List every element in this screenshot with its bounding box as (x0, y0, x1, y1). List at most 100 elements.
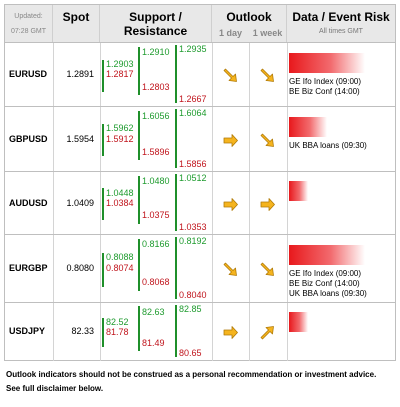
support-3: 1.5856 (179, 159, 207, 169)
disclaimer-line-1: Outlook indicators should not be constru… (6, 370, 377, 379)
disclaimer-line-2: See full disclaimer below. (6, 384, 104, 393)
spot-value: 0.8080 (66, 263, 94, 273)
support-2: 1.0375 (142, 210, 170, 221)
outlook-header-label: Outlook (226, 10, 272, 24)
spot-value: 82.33 (71, 326, 94, 336)
level-bar-1 (102, 123, 104, 157)
spot-value: 1.2891 (66, 69, 94, 79)
level-bar-2 (138, 239, 140, 291)
column-divider (287, 303, 288, 361)
support-1: 1.0384 (106, 197, 134, 208)
table-row: EURGBP 0.8080 0.8088 0.8074 0.8166 0.8068 0.81… (5, 235, 395, 303)
level-bar-1 (102, 318, 104, 348)
level-bar-3 (175, 237, 177, 299)
support-1: 0.8074 (106, 262, 134, 273)
level-bar-3 (175, 109, 177, 168)
table-row: GBPUSD 1.5954 1.5962 1.5912 1.6056 1.5896 1.60… (5, 107, 395, 172)
table-row: AUDUSD 1.0409 1.0448 1.0384 1.0480 1.0375 1.05… (5, 172, 395, 235)
support-3: 0.8040 (179, 290, 207, 300)
outlook-1week-label: 1 week (252, 28, 283, 38)
column-divider (287, 235, 288, 302)
level-bar-3 (175, 174, 177, 231)
updated-time: 07:28 GMT (10, 28, 46, 35)
times-note: All times GMT (319, 28, 363, 35)
down-right-arrow-icon (260, 133, 275, 148)
event-risk-bar (289, 245, 365, 266)
fx-outlook-table: Updated: 07:28 GMT Spot Support / Resist… (4, 4, 396, 361)
event-item: BE Biz Conf (14:00) (289, 279, 360, 288)
column-divider (53, 172, 54, 234)
event-risk-header: Data / Event Risk All times GMT (287, 5, 395, 42)
level-bar-2 (138, 110, 140, 161)
table-row: EURUSD 1.2891 1.2903 1.2817 1.2910 1.2803 1.29… (5, 43, 395, 107)
event-risk-bar (289, 311, 308, 332)
level-bar-3 (175, 305, 177, 357)
event-risk-bar (289, 52, 365, 73)
support-1: 1.5912 (106, 133, 134, 144)
right-arrow-icon (260, 197, 275, 212)
event-risk-bar (289, 116, 327, 137)
resistance-3: 1.2935 (179, 44, 207, 54)
support-2: 1.5896 (142, 146, 170, 157)
resistance-3: 82.85 (179, 304, 202, 314)
spot-header: Spot (53, 5, 100, 42)
symbol-label: AUDUSD (9, 197, 48, 208)
spot-header-label: Spot (62, 10, 90, 24)
resistance-3: 1.6064 (179, 108, 207, 118)
right-arrow-icon (223, 133, 238, 148)
column-divider (249, 303, 250, 361)
column-divider (100, 235, 101, 302)
updated-label: Updated: (14, 13, 43, 20)
resistance-1: 1.2903 (106, 58, 134, 69)
resistance-1: 1.5962 (106, 123, 134, 134)
column-divider (212, 235, 213, 302)
column-divider (249, 235, 250, 302)
column-divider (100, 172, 101, 234)
resistance-2: 82.63 (142, 306, 165, 317)
down-right-arrow-icon (260, 68, 275, 83)
column-divider (100, 303, 101, 361)
column-divider (287, 43, 288, 106)
support-2: 0.8068 (142, 276, 170, 287)
symbol-label: EURGBP (9, 263, 48, 273)
level-bar-2 (138, 175, 140, 224)
outlook-1day-label: 1 day (218, 28, 242, 38)
resistance-3: 0.8192 (179, 236, 207, 246)
resistance-2: 1.0480 (142, 176, 170, 187)
support-1: 1.2817 (106, 69, 134, 80)
column-divider (100, 107, 101, 171)
column-divider (249, 172, 250, 234)
symbol-label: USDJPY (9, 326, 46, 336)
spot-value: 1.0409 (66, 197, 94, 208)
column-divider (287, 107, 288, 171)
updated-header: Updated: 07:28 GMT (5, 5, 53, 42)
support-2: 1.2803 (142, 81, 170, 92)
level-bar-2 (138, 46, 140, 96)
support-resistance-header: Support / Resistance (100, 5, 212, 42)
column-divider (100, 43, 101, 106)
level-bar-1 (102, 188, 104, 220)
down-right-arrow-icon (223, 262, 238, 277)
event-item: BE Biz Conf (14:00) (289, 86, 360, 96)
resistance-2: 1.2910 (142, 47, 170, 58)
down-right-arrow-icon (260, 262, 275, 277)
resistance-2: 0.8166 (142, 239, 170, 250)
event-risk-bar (289, 181, 308, 202)
resistance-1: 0.8088 (106, 252, 134, 263)
column-divider (212, 303, 213, 361)
up-right-arrow-icon (260, 325, 275, 340)
disclaimer: Outlook indicators should not be constru… (6, 368, 376, 396)
support-1: 81.78 (106, 326, 129, 337)
level-bar-1 (102, 252, 104, 287)
event-item: GE Ifo Index (09:00) (289, 269, 362, 278)
resistance-1: 1.0448 (106, 187, 134, 198)
support-3: 1.0353 (179, 222, 207, 232)
support-3: 80.65 (179, 348, 202, 358)
column-divider (53, 107, 54, 171)
event-item: UK BBA loans (09:30) (289, 289, 367, 298)
level-bar-2 (138, 306, 140, 351)
level-bar-3 (175, 45, 177, 103)
support-resistance-header-label: Support / Resistance (123, 10, 188, 38)
column-divider (212, 107, 213, 171)
column-divider (287, 172, 288, 234)
